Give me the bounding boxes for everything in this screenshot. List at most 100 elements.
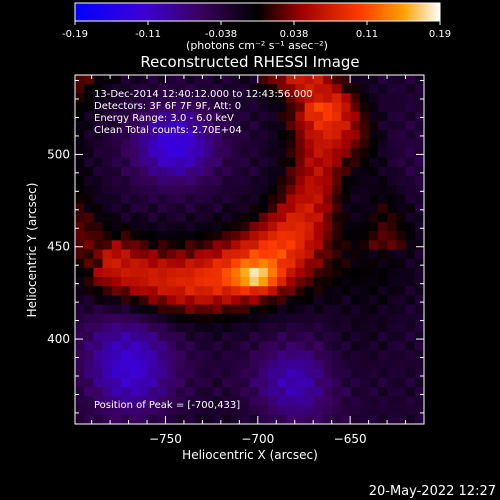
heatmap-cell <box>304 148 315 159</box>
heatmap-cell <box>286 286 296 296</box>
heatmap-cell <box>341 267 351 278</box>
heatmap-cell <box>231 396 241 407</box>
heatmap-cell <box>130 240 140 250</box>
heatmap-cell <box>166 414 177 425</box>
heatmap-cell <box>139 249 149 260</box>
heatmap-cell <box>267 368 278 379</box>
heatmap-cell <box>277 286 287 296</box>
heatmap-cell <box>84 166 94 177</box>
heatmap-cell <box>231 295 241 305</box>
heatmap-cell <box>194 75 204 85</box>
heatmap-cell <box>185 93 195 103</box>
heatmap-cell <box>378 378 388 388</box>
heatmap-cell <box>139 93 149 103</box>
heatmap-cell <box>111 120 122 131</box>
heatmap-cell <box>277 139 287 149</box>
heatmap-cell <box>176 332 186 342</box>
heatmap-cell <box>249 304 260 315</box>
heatmap-cell <box>212 368 223 379</box>
heatmap-cell <box>221 322 232 333</box>
heatmap-cell <box>120 396 131 407</box>
heatmap-cell <box>75 203 85 214</box>
heatmap-cell <box>120 341 131 351</box>
heatmap-cell <box>176 396 186 407</box>
heatmap-cell <box>93 378 103 388</box>
heatmap-cell <box>341 120 351 131</box>
heatmap-cell <box>359 286 370 296</box>
heatmap-cell <box>286 120 296 131</box>
heatmap-cell <box>258 313 269 324</box>
heatmap-cell <box>102 322 113 333</box>
heatmap-cell <box>322 130 333 140</box>
heatmap-cell <box>368 405 379 416</box>
heatmap-cell <box>231 277 241 287</box>
heatmap-cell <box>322 350 333 361</box>
heatmap-cell <box>396 267 407 278</box>
heatmap-cell <box>84 203 94 214</box>
heatmap-cell <box>221 277 232 287</box>
heatmap-cell <box>231 414 241 425</box>
heatmap-cell <box>139 148 149 159</box>
heatmap-cell <box>414 313 425 324</box>
heatmap-cell <box>93 322 103 333</box>
heatmap-cell <box>111 332 122 342</box>
heatmap-cell <box>157 396 168 407</box>
heatmap-cell <box>341 148 351 159</box>
heatmap-cell <box>249 359 260 370</box>
heatmap-cell <box>405 148 416 159</box>
heatmap-cell <box>157 350 168 361</box>
heatmap-cell <box>332 378 342 388</box>
heatmap-cell <box>166 396 177 407</box>
heatmap-cell <box>322 212 333 223</box>
heatmap-cell <box>396 258 407 269</box>
heatmap-cell <box>350 368 361 379</box>
heatmap-cell <box>258 396 269 407</box>
heatmap-cell <box>176 378 186 388</box>
x-axis-label: Heliocentric X (arcsec) <box>182 448 318 462</box>
heatmap-cell <box>240 231 250 241</box>
heatmap-cell <box>405 203 416 214</box>
heatmap-cell <box>341 341 351 351</box>
heatmap-cell <box>240 258 250 269</box>
heatmap-cell <box>130 267 140 278</box>
heatmap-cell <box>203 414 214 425</box>
heatmap-cell <box>405 139 416 149</box>
heatmap-cell <box>130 332 140 342</box>
heatmap-cell <box>368 221 379 232</box>
heatmap-cell <box>75 212 85 223</box>
heatmap-cell <box>378 231 388 241</box>
heatmap-cell <box>231 139 241 149</box>
heatmap-cell <box>166 249 177 260</box>
heatmap-cell <box>313 157 324 168</box>
heatmap-cell <box>387 111 397 122</box>
heatmap-cell <box>267 231 278 241</box>
heatmap-cell <box>148 176 159 186</box>
heatmap-cell <box>93 387 103 397</box>
heatmap-cell <box>359 148 370 159</box>
heatmap-cell <box>148 221 159 232</box>
heatmap-cell <box>341 75 351 85</box>
heatmap-cell <box>359 350 370 361</box>
heatmap-cell <box>212 130 223 140</box>
heatmap-cell <box>249 75 260 85</box>
heatmap-cell <box>286 249 296 260</box>
heatmap-cell <box>166 157 177 168</box>
heatmap-cell <box>139 166 149 177</box>
heatmap-cell <box>350 212 361 223</box>
heatmap-cell <box>111 221 122 232</box>
heatmap-cell <box>277 414 287 425</box>
heatmap-cell <box>258 286 269 296</box>
heatmap-cell <box>286 212 296 223</box>
heatmap-cell <box>166 359 177 370</box>
heatmap-cell <box>405 350 416 361</box>
heatmap-cell <box>405 194 416 204</box>
heatmap-cell <box>120 304 131 315</box>
heatmap-cell <box>277 185 287 195</box>
heatmap-cell <box>102 194 113 204</box>
heatmap-cell <box>258 304 269 315</box>
heatmap-cell <box>212 359 223 370</box>
heatmap-cell <box>378 157 388 168</box>
heatmap-cell <box>387 120 397 131</box>
heatmap-cell <box>75 258 85 269</box>
info-detectors: Detectors: 3F 6F 7F 9F, Att: 0 <box>94 101 241 112</box>
